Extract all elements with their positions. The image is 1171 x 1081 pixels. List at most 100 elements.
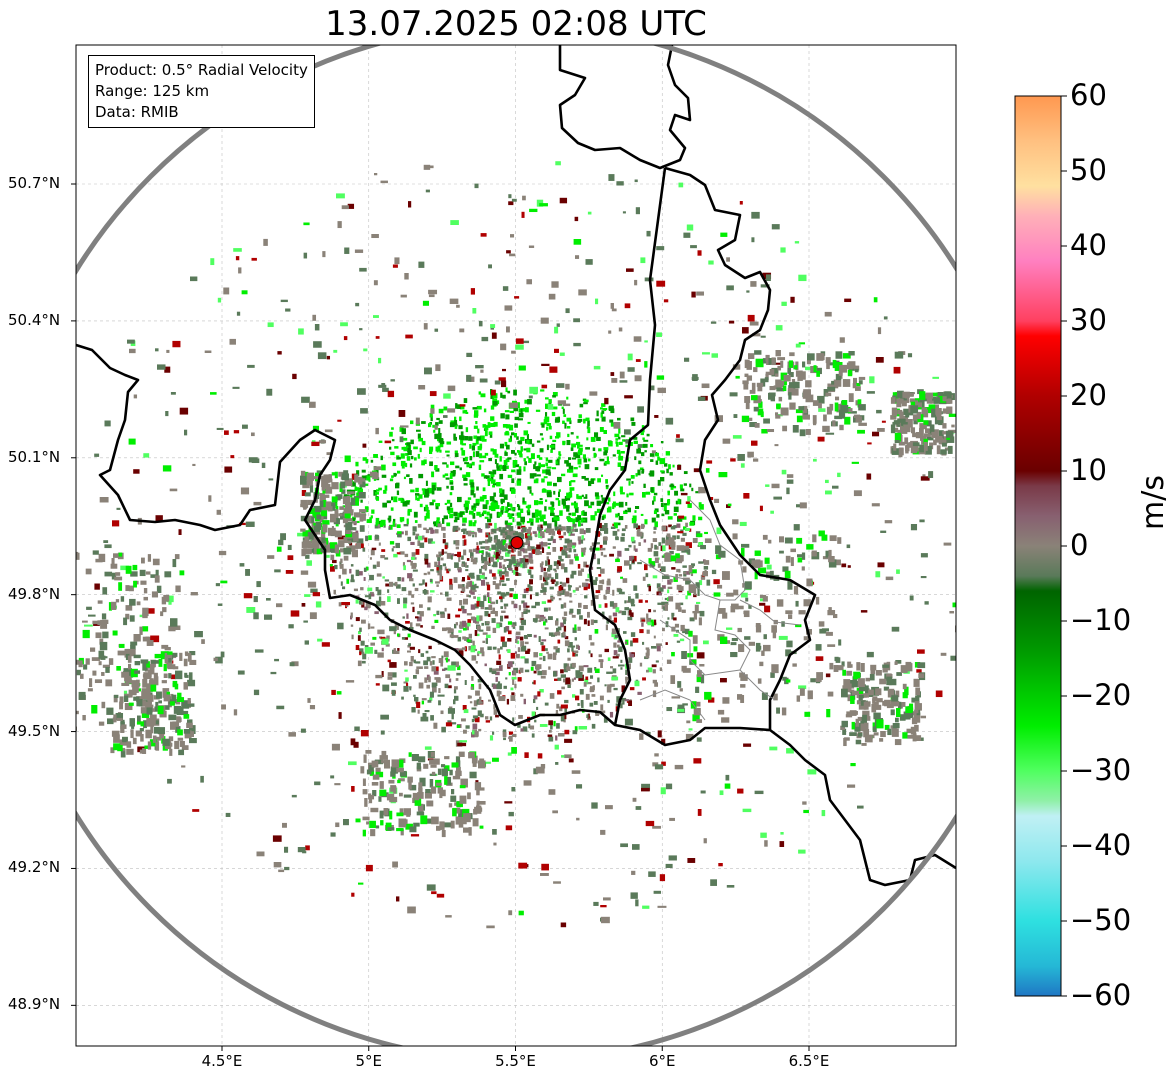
echo-cell [575,671,583,679]
echo-cell [554,678,558,681]
echo-cell [414,796,420,801]
echo-cell [573,342,581,347]
echo-cell [555,710,559,716]
echo-cell [802,801,807,805]
echo-cell [582,519,586,522]
echo-cell [667,490,670,496]
echo-cell [536,510,542,517]
echo-cell [467,695,471,699]
echo-cell [704,538,712,543]
echo-cell [759,505,763,512]
echo-cell [936,445,940,455]
echo-cell [406,445,409,448]
echo-cell [418,682,424,689]
echo-cell [663,505,667,512]
echo-cell [492,561,498,568]
echo-cell [604,397,609,405]
echo-cell [654,508,659,513]
echo-cell [768,392,773,400]
echo-cell [559,558,564,562]
echo-cell [798,406,805,411]
echo-cell [564,460,569,464]
echo-cell [230,455,235,459]
echo-cell [474,585,479,589]
echo-cell [883,686,890,691]
echo-cell [843,737,847,747]
echo-cell [355,486,358,492]
echo-cell [755,623,761,628]
echo-cell [606,456,609,462]
echo-cell [423,763,429,769]
echo-cell [674,490,679,496]
echo-cell [67,687,70,690]
echo-cell [600,829,606,835]
echo-cell [851,721,855,730]
echo-cell [648,558,652,564]
echo-cell [872,726,877,732]
echo-cell [189,738,197,744]
echo-cell [635,473,638,477]
echo-cell [488,699,491,702]
echo-cell [405,823,413,830]
echo-cell [424,537,428,543]
echo-cell [669,579,673,583]
echo-cell [459,416,462,422]
echo-cell [376,497,380,501]
echo-cell [815,656,824,661]
echo-cell [305,845,310,851]
echo-cell [460,621,464,626]
echo-cell [783,374,791,382]
echo-cell [480,546,486,549]
echo-cell [825,392,832,397]
echo-cell [594,432,599,438]
echo-cell [548,666,551,670]
echo-cell [457,636,462,642]
echo-cell [499,488,503,494]
echo-cell [415,487,419,493]
echo-cell [696,652,705,659]
echo-cell [520,534,525,540]
echo-cell [359,481,366,488]
echo-cell [859,694,864,699]
echo-cell [475,498,480,505]
echo-cell [177,717,182,722]
echo-cell [805,394,814,403]
echo-cell [742,566,747,573]
echo-cell [143,720,147,729]
echo-cell [494,500,498,504]
echo-cell [669,817,675,821]
echo-cell [501,583,507,586]
echo-cell [541,384,548,389]
echo-cell [729,392,738,397]
echo-cell [300,728,306,733]
echo-cell [436,893,445,898]
echo-cell [372,774,380,780]
echo-cell [624,303,631,309]
echo-cell [911,449,918,453]
echo-cell [436,825,441,831]
echo-cell [146,640,154,646]
echo-cell [864,735,873,743]
echo-cell [303,222,310,226]
echo-cell [425,528,430,534]
echo-cell [509,410,514,414]
echo-cell [355,520,360,524]
echo-cell [399,770,407,777]
echo-cell [470,556,474,563]
echo-cell [665,417,674,425]
echo-cell [493,704,496,710]
echo-cell [371,760,379,768]
echo-cell [652,500,655,505]
echo-cell [544,577,550,580]
echo-cell [793,524,800,531]
echo-cell [846,670,853,676]
echo-cell [574,553,578,559]
echo-cell [155,701,159,710]
echo-cell [331,482,339,490]
echo-cell [572,589,576,593]
echo-cell [460,440,464,445]
echo-cell [401,696,404,700]
echo-cell [617,588,623,593]
echo-cell [657,387,666,394]
echo-cell [522,195,526,201]
